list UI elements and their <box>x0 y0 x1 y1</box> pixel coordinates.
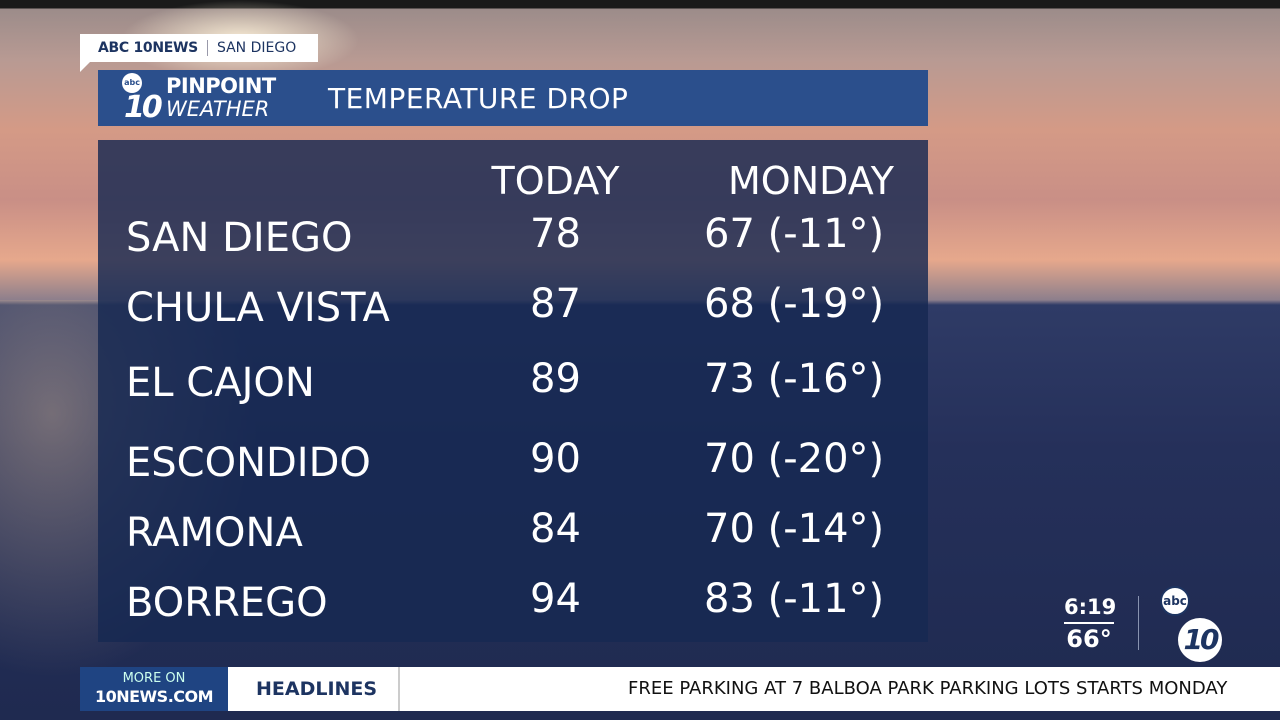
news-ticker: MORE ON 10NEWS.COM HEADLINES FREE PARKIN… <box>80 667 1280 711</box>
row-city: ESCONDIDO <box>126 440 371 486</box>
divider <box>206 40 208 56</box>
row-monday: 68 (-19°) <box>704 281 885 327</box>
logo-ten: 10 <box>124 90 163 125</box>
row-today: 84 <box>530 506 581 552</box>
abc10-logo-bug: abc 10 <box>1160 586 1230 662</box>
row-city: CHULA VISTA <box>126 285 390 331</box>
logo-abc: abc <box>122 73 142 93</box>
column-header-monday: MONDAY <box>728 159 894 203</box>
row-city: EL CAJON <box>126 360 315 406</box>
bug-abc: abc <box>1160 586 1190 616</box>
row-monday: 83 (-11°) <box>704 576 885 622</box>
row-today: 78 <box>530 211 581 257</box>
current-temp: 66° <box>1066 625 1112 653</box>
pinpoint-weather-logo: abc 10 PINPOINT WEATHER <box>122 73 292 123</box>
column-header-today: TODAY <box>491 159 620 203</box>
ticker-section: HEADLINES <box>228 667 400 711</box>
row-today: 87 <box>530 281 581 327</box>
row-city: BORREGO <box>126 580 328 626</box>
graphic-header: abc 10 PINPOINT WEATHER TEMPERATURE DROP <box>98 70 928 126</box>
tag-tail <box>80 62 90 72</box>
graphic-title: TEMPERATURE DROP <box>328 81 629 115</box>
row-city: SAN DIEGO <box>126 215 353 261</box>
time: 6:19 <box>1064 594 1116 624</box>
location-label: SAN DIEGO <box>216 40 297 56</box>
divider <box>1138 596 1139 650</box>
source-tag: ABC 10NEWS SAN DIEGO <box>80 34 318 72</box>
row-today: 94 <box>530 576 581 622</box>
logo-line1: PINPOINT <box>166 74 276 98</box>
row-monday: 67 (-11°) <box>704 211 885 257</box>
row-today: 90 <box>530 436 581 482</box>
row-monday: 70 (-14°) <box>704 506 885 552</box>
row-city: RAMONA <box>126 510 303 556</box>
ticker-crawl: FREE PARKING AT 7 BALBOA PARK PARKING LO… <box>400 667 1280 711</box>
more-on-website: MORE ON 10NEWS.COM <box>80 667 228 711</box>
row-today: 89 <box>530 356 581 402</box>
logo-line2: WEATHER <box>166 97 270 121</box>
row-monday: 73 (-16°) <box>704 356 885 402</box>
more-line2: 10NEWS.COM <box>94 687 214 706</box>
row-monday: 70 (-20°) <box>704 436 885 482</box>
bug-ten: 10 <box>1178 618 1222 662</box>
brand-label: ABC 10NEWS <box>98 40 198 56</box>
time-temp: 6:19 66° <box>1064 594 1116 654</box>
temperature-table: TODAY MONDAY SAN DIEGO 78 67 (-11°) CHULA V… <box>98 140 928 642</box>
more-line1: MORE ON <box>122 671 186 686</box>
